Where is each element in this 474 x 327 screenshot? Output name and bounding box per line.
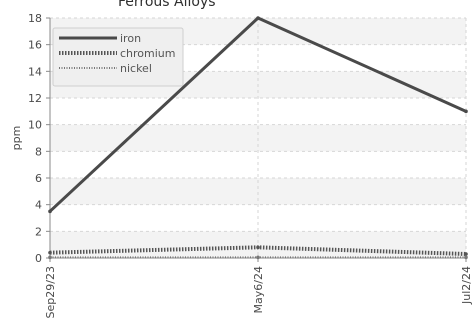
data-point-chromium xyxy=(48,250,52,255)
y-tick-label: 0 xyxy=(35,252,42,265)
legend-box xyxy=(52,27,184,87)
y-tick-label: 18 xyxy=(28,12,42,25)
data-point-chromium xyxy=(464,252,468,256)
data-point-nickel xyxy=(464,255,468,260)
data-point-chromium xyxy=(256,245,260,250)
data-point-nickel xyxy=(256,255,260,260)
y-tick-label: 12 xyxy=(28,92,42,105)
y-tick-label: 4 xyxy=(35,199,42,212)
y-axis-title: ppm xyxy=(10,126,23,151)
legend-label-iron: iron xyxy=(120,32,141,45)
data-point-iron xyxy=(48,209,52,214)
x-tick-label: Jul2/24 xyxy=(460,266,473,305)
y-tick-label: 10 xyxy=(28,119,42,132)
x-tick-label: Sep29/23 xyxy=(44,266,57,318)
data-point-nickel xyxy=(48,255,52,260)
y-tick-label: 16 xyxy=(28,39,42,52)
x-tick-label: May6/24 xyxy=(252,266,265,313)
y-tick-label: 2 xyxy=(35,225,42,238)
y-tick-label: 14 xyxy=(28,65,42,78)
data-point-iron xyxy=(464,109,468,114)
legend-label-nickel: nickel xyxy=(120,62,152,75)
y-tick-label: 6 xyxy=(35,172,42,185)
chart-title: Ferrous Alloys xyxy=(118,0,216,10)
y-tick-label: 8 xyxy=(35,145,42,158)
data-point-iron xyxy=(256,16,260,20)
legend-label-chromium: chromium xyxy=(120,47,176,60)
